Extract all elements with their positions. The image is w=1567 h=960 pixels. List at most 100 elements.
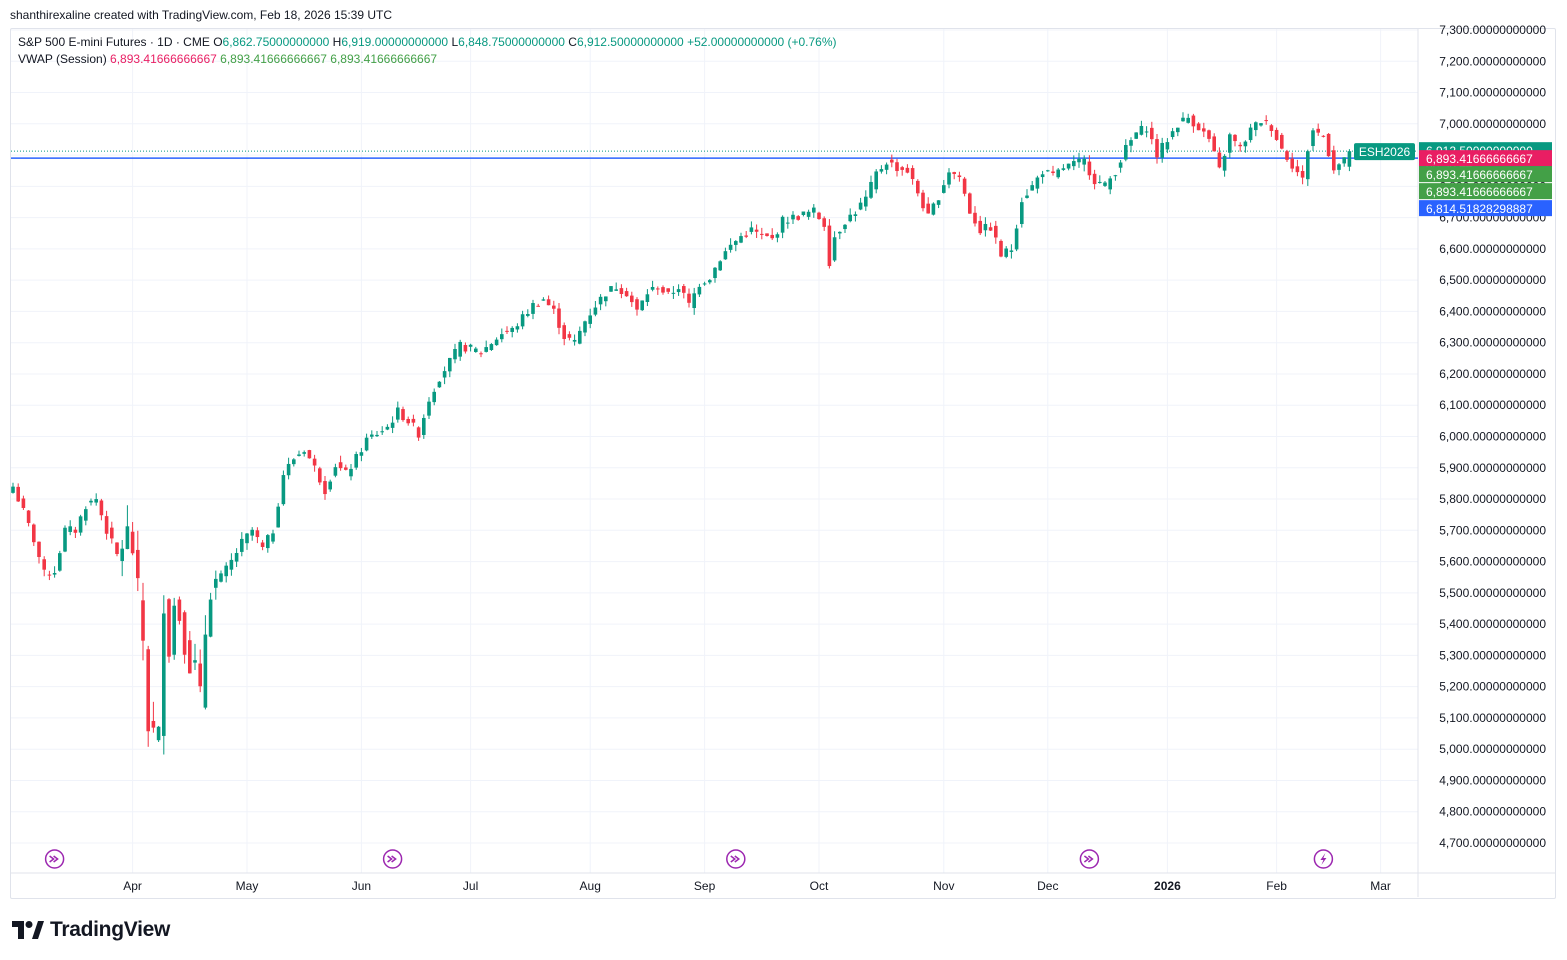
close-value: 6,912.50000000000 [576,35,684,49]
candle-body [1150,127,1154,140]
candle-body [1051,171,1055,174]
event-markers [44,849,1334,869]
candle-body [754,229,759,232]
candle-body [884,164,889,170]
candle-body [130,531,135,554]
candle-body [1124,144,1128,160]
candle-body [125,526,130,550]
candle-body [1004,248,1008,257]
candle-body [1196,123,1201,131]
dividend-event-icon[interactable] [726,849,746,869]
candle-body [1056,169,1060,178]
tradingview-logo[interactable]: TradingView [12,918,170,942]
candle-body [801,211,806,215]
candle-body [1155,139,1159,158]
candle-body [1248,127,1253,141]
open-label: O [213,35,223,49]
dividend-event-icon[interactable] [382,849,403,869]
candle-body [999,240,1003,257]
vwap-lower-price-label-bg [1419,183,1552,200]
price-tick-label: 4,700.00000000000 [1439,836,1546,850]
candle-body [1014,228,1019,250]
candle-body [921,192,925,209]
candle-body [848,214,852,222]
candle-body [552,305,556,309]
candle-body [203,634,208,708]
candle-body [1280,134,1284,149]
candle-body [1274,129,1279,140]
candle-body [1144,131,1149,133]
candle-body [11,486,15,493]
candle-body [344,467,348,470]
candle-body [120,548,124,562]
vwap-upper-price-label: 6,893.41666666667 [1426,168,1533,182]
price-tick-label: 6,300.00000000000 [1439,336,1546,350]
candle-body [1030,185,1034,191]
price-tick-label: 5,000.00000000000 [1439,742,1546,756]
candle-body [536,305,540,307]
price-tick-label: 6,000.00000000000 [1439,430,1546,444]
candle-body [255,530,260,538]
candle-body [541,299,546,301]
candle-body [479,353,483,355]
candle-body [229,559,234,570]
candle-body [318,468,322,483]
price-tick-label: 5,600.00000000000 [1439,555,1546,569]
candle-body [94,499,98,503]
candle-body [1040,174,1045,178]
created-by-text: shanthirexaline created with TradingView… [10,8,392,22]
candle-body [208,599,213,637]
candle-body [416,427,421,438]
candle-body [323,481,327,495]
candle-body [89,500,93,503]
candle-body [723,251,728,260]
candle-body [936,200,941,205]
candle-body [1165,142,1170,150]
candle-body [905,167,910,173]
vwap-title[interactable]: VWAP (Session) [18,52,107,66]
time-tick-label: Feb [1266,879,1287,893]
candle-body [962,178,967,194]
candle-body [266,535,270,549]
vwap-upper-price-label-bg [1419,166,1552,183]
candle-body [604,296,608,302]
vwap-price-label: 6,893.41666666667 [1426,152,1533,166]
low-value: 6,848.75000000000 [458,35,565,49]
low-label: L [451,35,459,49]
candle-body [401,409,405,421]
dividend-event-icon[interactable] [1079,849,1100,869]
price-tick-label: 5,700.00000000000 [1439,523,1546,537]
candle-body [458,341,462,357]
candle-body [671,292,676,294]
candle-body [364,437,369,451]
symbol-tag: ESH2026 [1359,145,1411,159]
candle-body [468,344,473,347]
ohlc-legend: S&P 500 E-mini Futures · 1D · CME O6,862… [18,35,837,49]
price-tick-label: 6,600.00000000000 [1439,242,1546,256]
bolt-event-icon[interactable] [1313,849,1334,869]
vwap-lower-value: 6,893.41666666667 [330,52,438,66]
horizontal-line [11,150,1418,159]
candle-body [1181,117,1185,122]
time-tick-label: Mar [1370,879,1391,893]
candle-body [1139,125,1144,135]
candle-body [177,599,182,621]
candle-body [1311,130,1315,147]
time-tick-label: May [236,879,259,893]
price-tick-label: 6,500.00000000000 [1439,273,1546,287]
dividend-event-icon[interactable] [44,849,65,869]
candle-body [624,291,629,297]
tradingview-logo-icon [12,921,44,939]
candle-body [437,381,442,388]
candle-body [188,640,192,674]
vwap-legend: VWAP (Session) 6,893.41666666667 6,893.4… [18,52,437,66]
candle-body [983,223,988,231]
candle-body [1238,144,1242,147]
candle-body [520,314,525,327]
candle-body [349,468,353,477]
symbol-title[interactable]: S&P 500 E-mini Futures · 1D · CME [18,35,210,49]
candle-body [448,357,452,372]
candle-body [1337,164,1341,170]
candle-body [1295,166,1300,173]
